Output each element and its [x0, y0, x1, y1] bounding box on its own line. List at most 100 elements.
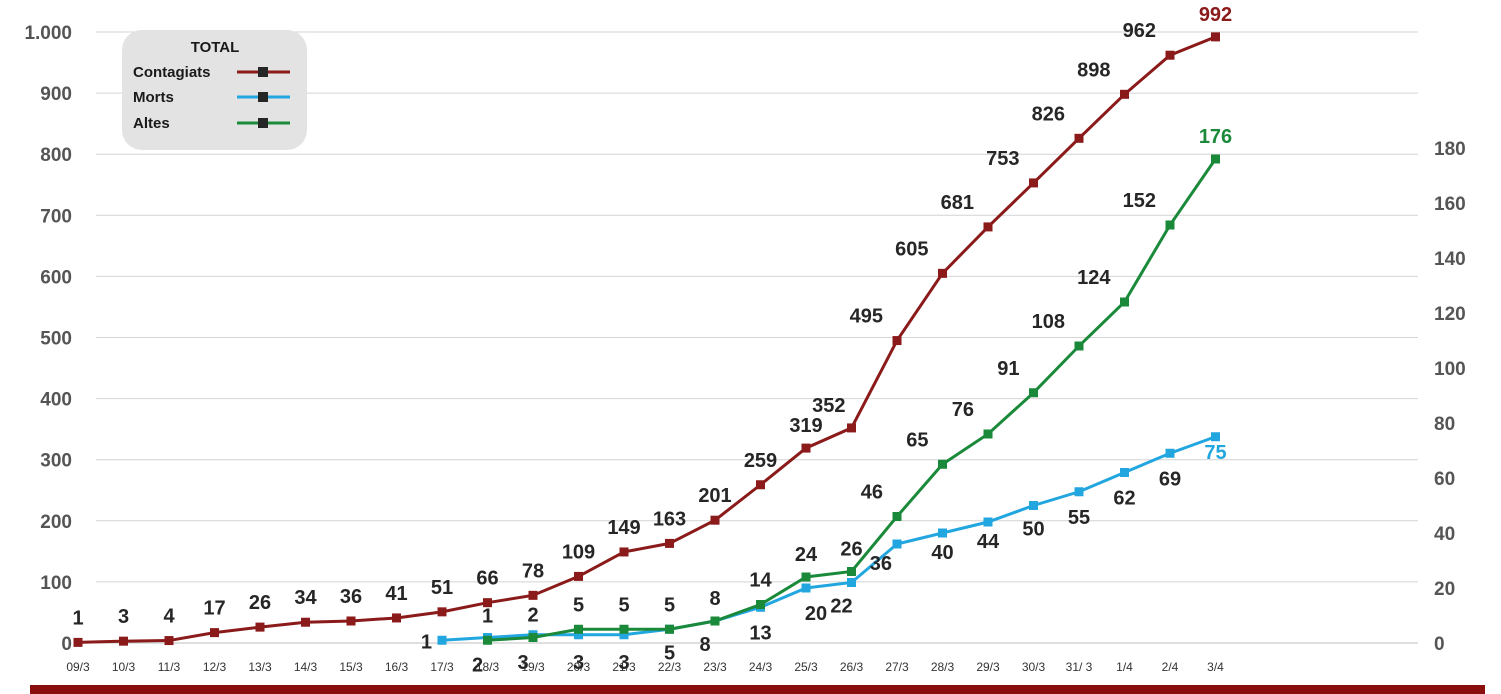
marker-morts — [619, 630, 629, 640]
legend-title: TOTAL — [191, 39, 240, 56]
marker-morts — [983, 517, 993, 527]
data-label-contagiats: 605 — [895, 238, 928, 260]
marker-morts — [1029, 501, 1038, 510]
marker-altes — [1120, 297, 1129, 307]
data-label-altes: 65 — [906, 429, 928, 451]
left-tick-label: 100 — [40, 573, 72, 594]
legend: TOTAL Contagiats Morts Altes — [122, 30, 307, 150]
marker-altes — [1165, 220, 1175, 230]
legend-swatch-marker — [258, 92, 268, 102]
data-label-altes: 108 — [1032, 311, 1065, 333]
x-tick-label: 11/3 — [158, 660, 181, 674]
data-label-contagiats: 149 — [607, 517, 640, 539]
marker-contagiats — [1029, 178, 1038, 188]
x-tick-label: 30/3 — [1022, 660, 1046, 674]
x-tick-label: 10/3 — [112, 660, 136, 674]
data-label-contagiats: 41 — [385, 583, 407, 605]
marker-morts — [574, 630, 583, 640]
marker-contagiats — [483, 598, 492, 608]
data-label-contagiats: 109 — [562, 541, 595, 563]
left-tick-label: 500 — [40, 329, 72, 350]
right-tick-label: 180 — [1434, 139, 1466, 160]
marker-contagiats — [1211, 32, 1220, 42]
left-axis-ticks: 0 100 200 300 400 500 600 700 800 900 1.000 — [24, 23, 72, 655]
marker-altes — [892, 512, 902, 521]
x-tick-label: 31/ 3 — [1066, 660, 1093, 674]
right-tick-label: 80 — [1434, 414, 1455, 435]
x-tick-label: 19/3 — [521, 660, 545, 674]
marker-morts — [1165, 448, 1175, 458]
marker-altes — [756, 600, 765, 609]
data-label-contagiats: 26 — [249, 592, 271, 614]
data-label-morts: 2 — [472, 655, 483, 677]
marker-altes — [619, 624, 629, 634]
x-tick-label: 16/3 — [385, 660, 409, 674]
marker-contagiats — [346, 616, 356, 626]
data-label-morts: 50 — [1022, 519, 1044, 541]
marker-altes — [528, 633, 538, 642]
left-tick-label: 400 — [40, 390, 72, 411]
data-label-altes: 8 — [709, 588, 720, 610]
data-label-morts: 3 — [573, 652, 584, 674]
marker-altes — [1211, 154, 1220, 164]
data-label-altes: 176 — [1199, 126, 1232, 148]
data-label-contagiats: 319 — [789, 415, 822, 437]
marker-altes — [710, 616, 720, 626]
marker-morts — [938, 528, 947, 538]
data-label-contagiats: 36 — [340, 586, 362, 608]
data-label-contagiats: 17 — [203, 598, 225, 620]
marker-contagiats — [574, 571, 583, 581]
gridlines — [78, 31, 1418, 644]
x-tick-label: 18/3 — [476, 660, 500, 674]
data-label-altes: 14 — [749, 570, 772, 592]
left-tick-label: 300 — [40, 451, 72, 472]
marker-contagiats — [983, 222, 993, 232]
right-tick-label: 0 — [1434, 634, 1445, 655]
left-tick-label: 0 — [61, 634, 72, 655]
data-label-altes: 5 — [573, 594, 584, 616]
x-tick-label: 24/3 — [749, 660, 773, 674]
marker-morts — [847, 578, 856, 587]
marker-morts — [801, 583, 811, 593]
data-label-morts: 1 — [421, 631, 432, 653]
data-label-contagiats: 1 — [72, 607, 83, 629]
left-tick-label: 700 — [40, 206, 72, 227]
data-label-morts: 8 — [699, 634, 710, 656]
x-tick-label: 09/3 — [66, 660, 90, 674]
x-tick-label: 29/3 — [976, 660, 1000, 674]
data-label-altes: 1 — [482, 605, 493, 627]
legend-label-altes: Altes — [133, 115, 170, 132]
marker-altes — [1074, 341, 1084, 351]
data-label-contagiats: 34 — [294, 587, 317, 609]
data-label-morts: 40 — [931, 542, 953, 564]
data-label-morts: 3 — [517, 652, 528, 674]
data-label-contagiats: 962 — [1123, 20, 1156, 42]
marker-morts — [1211, 432, 1220, 442]
data-label-altes: 76 — [952, 399, 974, 421]
series-line-morts — [441, 435, 1217, 642]
data-label-morts: 20 — [805, 603, 827, 625]
data-label-contagiats: 495 — [850, 306, 883, 328]
data-label-contagiats: 51 — [431, 577, 453, 599]
data-label-morts: 62 — [1113, 488, 1135, 510]
right-tick-label: 160 — [1434, 194, 1466, 215]
marker-altes — [574, 624, 583, 634]
data-label-contagiats: 753 — [986, 148, 1019, 170]
data-label-contagiats: 78 — [522, 560, 544, 582]
data-label-morts: 75 — [1204, 442, 1226, 464]
x-tick-label: 20/3 — [567, 660, 591, 674]
left-tick-label: 200 — [40, 512, 72, 533]
data-label-contagiats: 201 — [698, 485, 731, 507]
data-label-altes: 46 — [861, 482, 883, 504]
data-label-morts: 5 — [664, 642, 675, 664]
marker-altes — [983, 429, 993, 439]
marker-contagiats — [255, 622, 265, 632]
data-label-morts: 22 — [830, 596, 852, 618]
x-tick-label: 12/3 — [203, 660, 227, 674]
data-label-morts: 3 — [618, 652, 629, 674]
marker-contagiats — [392, 613, 401, 623]
right-tick-label: 40 — [1434, 524, 1455, 545]
data-label-contagiats: 826 — [1032, 103, 1065, 125]
legend-label-contagiats: Contagiats — [133, 64, 211, 81]
